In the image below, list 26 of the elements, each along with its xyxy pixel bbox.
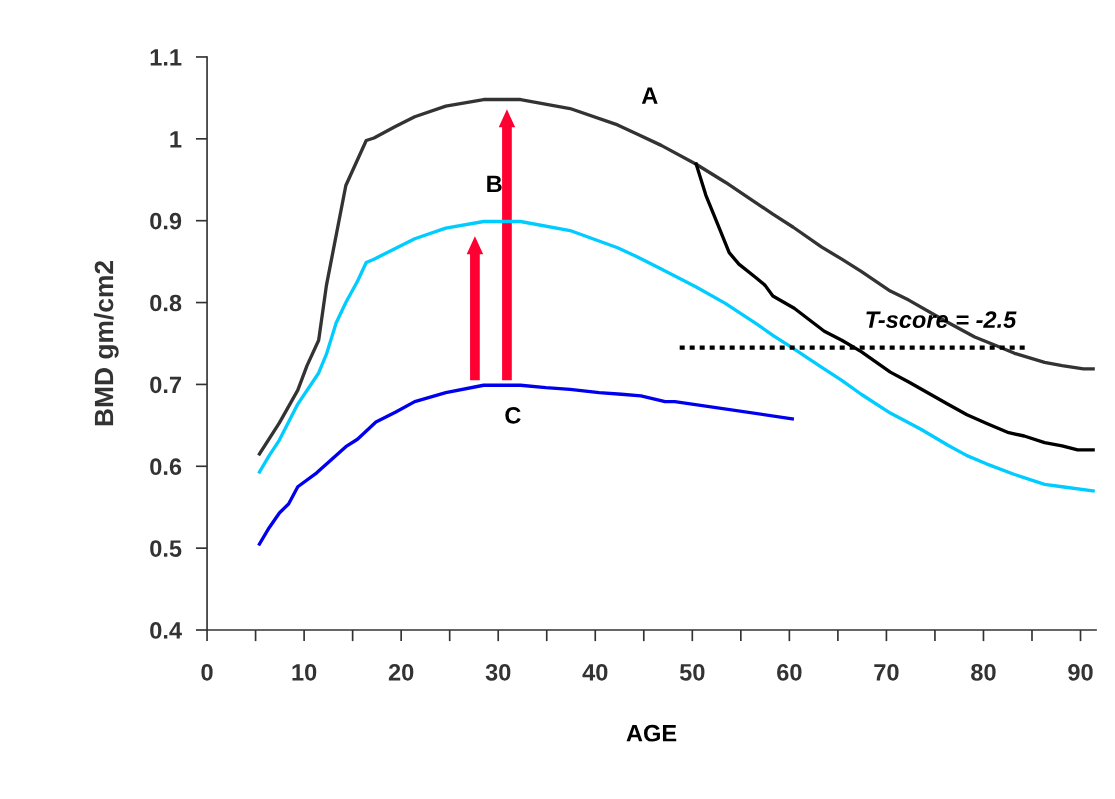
- x-tick-label: 40: [582, 663, 608, 681]
- x-tick-label: 30: [485, 663, 511, 681]
- y-tick-label: 0.9: [150, 212, 182, 230]
- line-series: [257, 219, 1095, 493]
- annotation: T-score = -2.5: [866, 311, 1017, 329]
- annotation: A: [641, 87, 658, 104]
- y-tick-label: 0.5: [150, 540, 182, 557]
- x-tick-label: 60: [777, 663, 802, 681]
- y-tick-label: 0.8: [150, 294, 182, 312]
- x-axis-title: AGE: [626, 724, 677, 742]
- y-tick-label: 1: [170, 131, 182, 148]
- annotation: C: [505, 407, 521, 424]
- y-tick-label: 1.1: [150, 49, 182, 66]
- y-axis-title: BMD gm/cm2: [93, 260, 119, 426]
- x-tick-label: 90: [1068, 663, 1093, 681]
- x-tick-label: 80: [971, 663, 996, 681]
- line-series: [257, 383, 794, 546]
- y-tick-label: 0.4: [150, 622, 182, 639]
- annotation: B: [487, 175, 502, 193]
- x-tick-label: 50: [679, 663, 705, 681]
- x-tick-label: 0: [201, 663, 213, 681]
- x-tick-label: 70: [874, 663, 899, 681]
- y-tick-label: 0.6: [150, 458, 182, 476]
- x-tick-label: 10: [292, 663, 317, 681]
- x-tick-label: 20: [388, 663, 414, 681]
- y-tick-label: 0.7: [150, 376, 182, 394]
